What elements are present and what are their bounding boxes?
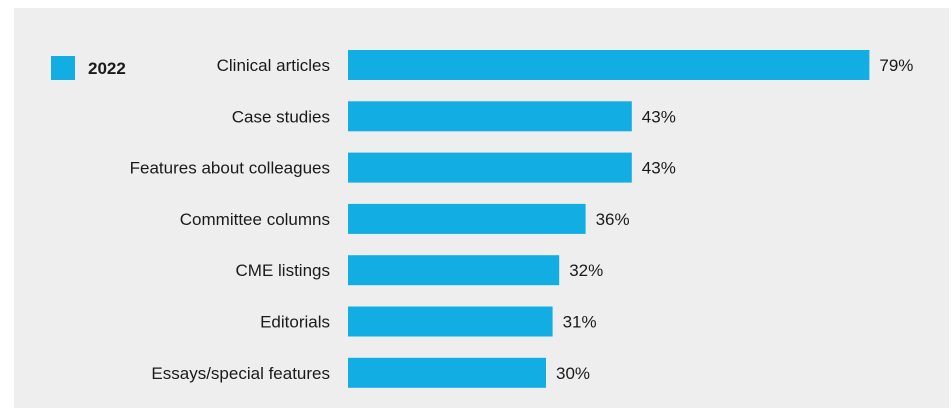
value-label-editorials: 31% [563, 313, 597, 332]
value-label-cme-listings: 32% [569, 261, 603, 280]
bar-committee-columns [348, 203, 586, 234]
bar-editorials [348, 306, 553, 337]
category-label-case-studies: Case studies [232, 107, 330, 126]
bar-cme-listings [348, 255, 560, 286]
legend: 2022 [51, 56, 126, 80]
category-label-committee-columns: Committee columns [180, 210, 330, 229]
bar-essays-special-features [348, 357, 546, 388]
category-label-essays-special-features: Essays/special features [151, 364, 330, 383]
category-label-editorials: Editorials [260, 313, 330, 332]
bars-group: Clinical articles 79% Case studies 43% Featu… [130, 50, 913, 388]
bar-clinical-articles [348, 50, 870, 80]
value-label-case-studies: 43% [642, 107, 676, 126]
value-label-essays-special-features: 30% [556, 364, 590, 383]
chart-panel: 2022 Clinical articles 79% Case studies 43%… [14, 8, 949, 408]
bar-chart: 2022 Clinical articles 79% Case studies 43%… [51, 50, 913, 388]
legend-label-2022: 2022 [88, 59, 126, 78]
bar-features-about-colleagues [348, 152, 632, 183]
category-label-features-about-colleagues: Features about colleagues [130, 159, 330, 178]
category-label-cme-listings: CME listings [236, 261, 330, 280]
legend-swatch [51, 56, 75, 80]
value-label-clinical-articles: 79% [879, 56, 913, 75]
value-label-committee-columns: 36% [596, 210, 630, 229]
bar-case-studies [348, 101, 632, 132]
value-label-features-about-colleagues: 43% [642, 159, 676, 178]
category-label-clinical-articles: Clinical articles [217, 56, 330, 75]
